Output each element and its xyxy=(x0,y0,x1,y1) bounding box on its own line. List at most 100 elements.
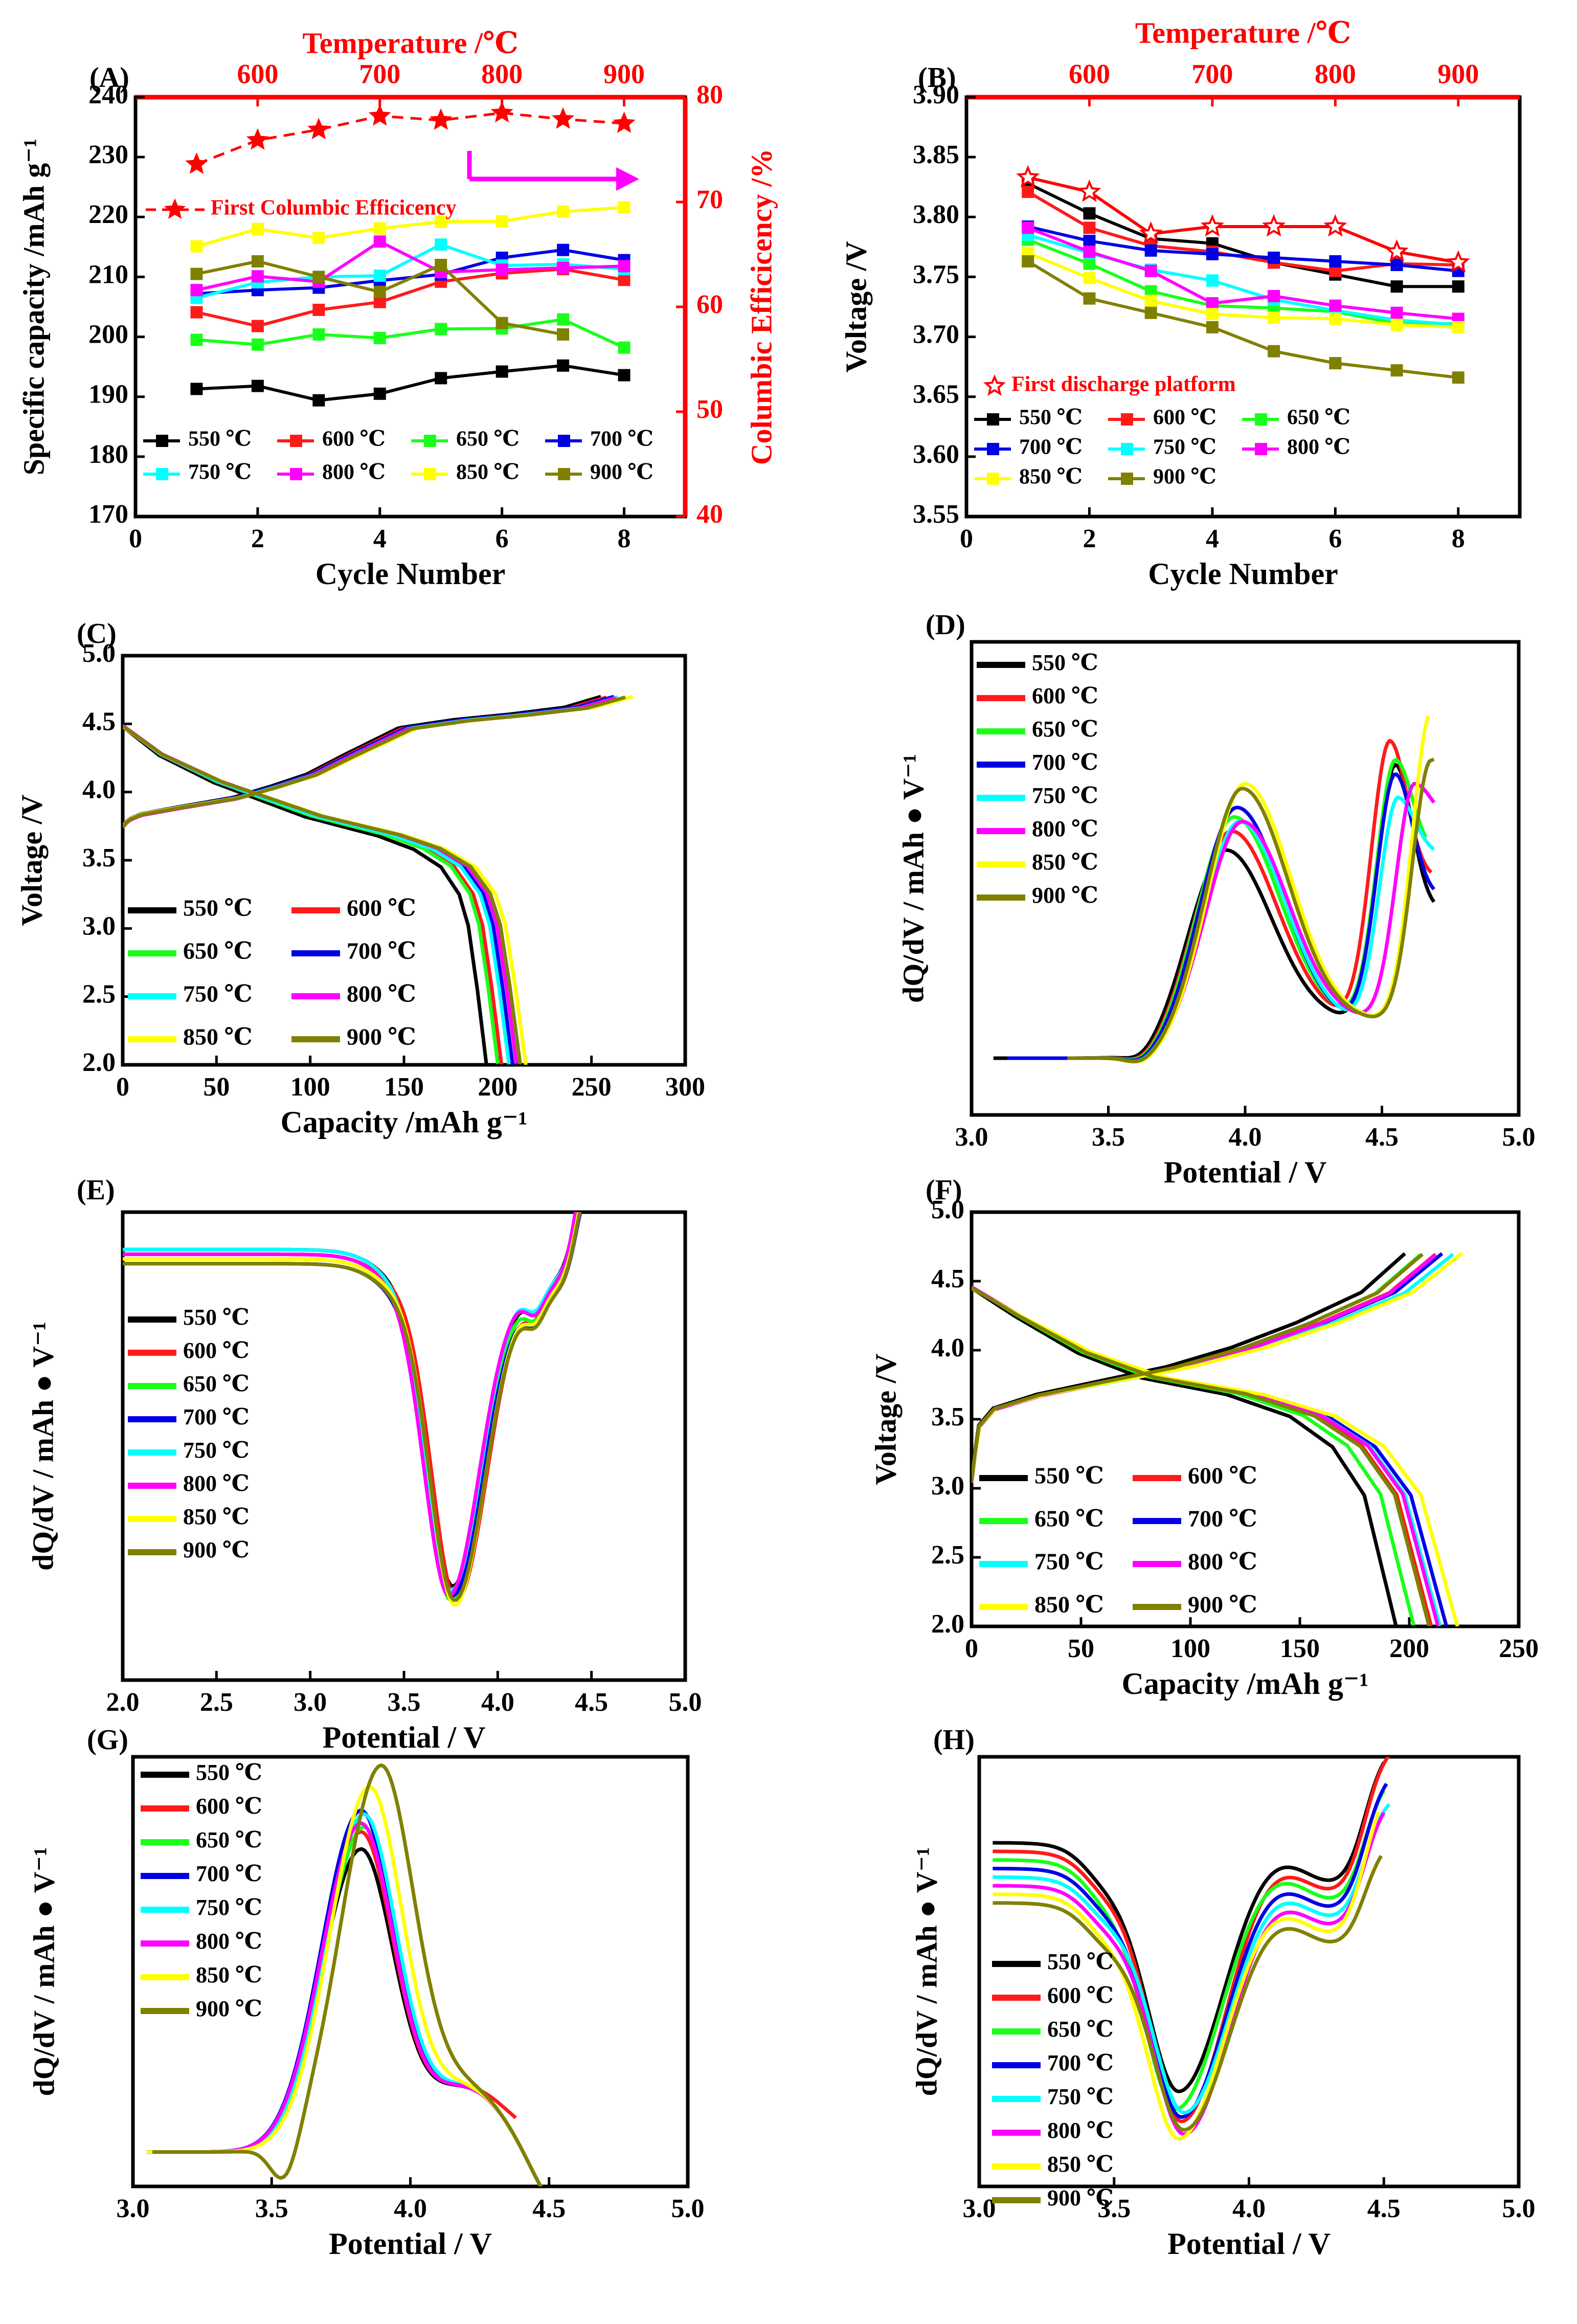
legend-label: 600 ℃ xyxy=(1047,1983,1114,2008)
panel-label: (A) xyxy=(89,62,129,94)
charge-curve xyxy=(972,1252,1463,1482)
top-tick-label: 800 xyxy=(481,58,523,89)
y-tick-label: 3.55 xyxy=(913,500,959,529)
data-point xyxy=(373,285,386,298)
plot-area xyxy=(1016,165,1470,384)
x-tick-label: 4 xyxy=(1206,524,1219,553)
x-tick-label: 250 xyxy=(572,1072,612,1102)
data-point xyxy=(557,313,570,326)
x-tick-label: 250 xyxy=(1499,1634,1539,1663)
data-point xyxy=(495,215,508,228)
data-point xyxy=(557,205,570,218)
legend-label: 800 ℃ xyxy=(183,1471,250,1496)
legend-label: 700 ℃ xyxy=(1047,2050,1114,2075)
legend-label: 800 ℃ xyxy=(1287,436,1350,459)
data-point xyxy=(495,317,508,329)
data-point xyxy=(1329,312,1342,325)
legend-label: 800 ℃ xyxy=(1047,2118,1114,2143)
panel-label: (D) xyxy=(926,609,965,641)
y-tick-label: 2.5 xyxy=(931,1540,964,1570)
panel-D: 3.0 3.5 4.0 4.5 5.0 Potential / V dQ/dV / mAh … xyxy=(896,609,1535,1189)
data-point xyxy=(435,238,447,251)
y-tick-label: 3.85 xyxy=(913,140,959,169)
series-line xyxy=(1027,182,1458,288)
data-point xyxy=(251,379,264,392)
star-marker xyxy=(1077,179,1101,202)
panel-A: 0 2 4 6 8 170 180 190 200 210 220 230 240 Cycle Numbe… xyxy=(17,26,778,590)
legend-marker xyxy=(290,435,302,447)
legend-label: 650 ℃ xyxy=(1047,2017,1114,2042)
x-tick-label: 3.5 xyxy=(388,1688,421,1717)
dqdv-curve xyxy=(123,1212,582,1602)
series-line xyxy=(196,318,625,349)
dqdv-curve xyxy=(993,1790,1386,2111)
data-point xyxy=(1144,244,1157,257)
top-tick-label: 600 xyxy=(1069,58,1110,89)
y-axis-title: Voltage /V xyxy=(15,794,48,926)
data-point xyxy=(557,359,570,372)
star-marker xyxy=(307,118,330,140)
panel-G: 3.0 3.5 4.0 4.5 5.0 Potential / V dQ/dV / mAh … xyxy=(27,1724,704,2261)
legend-marker xyxy=(558,468,570,480)
legend-label: 700 ℃ xyxy=(196,1861,262,1886)
data-point xyxy=(435,215,447,228)
data-point xyxy=(1268,311,1280,324)
legend-label: 550 ℃ xyxy=(1034,1463,1104,1489)
legend-label: 800 ℃ xyxy=(1032,816,1098,841)
data-point xyxy=(312,271,325,283)
data-point xyxy=(251,270,264,283)
legend-label: 850 ℃ xyxy=(196,1962,262,1987)
y-tick-label: 4.0 xyxy=(931,1333,964,1362)
data-point xyxy=(1329,299,1342,312)
legend-label: 650 ℃ xyxy=(183,1371,250,1396)
legend-label: 900 ℃ xyxy=(196,1996,262,2021)
y-tick-label: 3.65 xyxy=(913,380,959,409)
x-axis-title: Potential / V xyxy=(1167,2227,1331,2261)
legend-label: 800 ℃ xyxy=(196,1929,262,1954)
legend-label: 650 ℃ xyxy=(183,938,253,964)
y-tick-label: 170 xyxy=(88,500,128,529)
legend-label: 700 ℃ xyxy=(590,428,654,451)
dqdv-curve xyxy=(152,1763,543,2186)
series-line xyxy=(1027,251,1458,329)
x-tick-label: 3.0 xyxy=(117,2194,150,2223)
x-tick-label: 50 xyxy=(1068,1634,1094,1663)
legend-marker xyxy=(1121,443,1133,455)
data-point xyxy=(1144,306,1157,319)
legend-label: 850 ℃ xyxy=(456,461,520,484)
series-line xyxy=(196,242,624,300)
star-marker xyxy=(185,152,208,174)
legend-label: 600 ℃ xyxy=(1032,683,1098,708)
y-axis-title: Voltage /V xyxy=(839,241,872,372)
star-marker xyxy=(1139,221,1163,244)
x-tick-label: 8 xyxy=(1452,524,1465,553)
data-point xyxy=(1452,280,1465,293)
legend-label: 600 ℃ xyxy=(322,428,386,451)
data-point xyxy=(373,235,386,248)
legend-marker xyxy=(424,468,436,480)
legend-label: 900 ℃ xyxy=(1153,465,1216,489)
top-tick-label: 900 xyxy=(603,58,645,89)
data-point xyxy=(435,372,447,385)
y-tick-label: 4.5 xyxy=(931,1264,964,1293)
right-tick-label: 60 xyxy=(696,290,723,319)
y-tick-label: 5.0 xyxy=(931,1195,964,1224)
y-axis-title: Specific capacity /mAh g⁻¹ xyxy=(17,139,50,476)
y-axis-title: dQ/dV / mAh ● V⁻¹ xyxy=(27,1847,60,2096)
y-tick-label: 4.0 xyxy=(82,775,116,805)
data-point xyxy=(1144,295,1157,307)
legend-label: 650 ℃ xyxy=(456,428,520,451)
data-point xyxy=(1083,272,1096,284)
x-tick-label: 4.5 xyxy=(532,2194,566,2223)
y-tick-label: 3.60 xyxy=(913,440,959,469)
discharge-curve xyxy=(123,724,522,1065)
data-point xyxy=(1022,186,1034,198)
x-tick-label: 200 xyxy=(1389,1634,1429,1663)
data-point xyxy=(1390,280,1403,293)
y-tick-label: 3.0 xyxy=(82,911,116,941)
x-tick-label: 150 xyxy=(1280,1634,1320,1663)
legend-label: 850 ℃ xyxy=(1034,1592,1104,1618)
legend-label: 550 ℃ xyxy=(1032,650,1098,675)
plot-area xyxy=(147,1763,543,2186)
